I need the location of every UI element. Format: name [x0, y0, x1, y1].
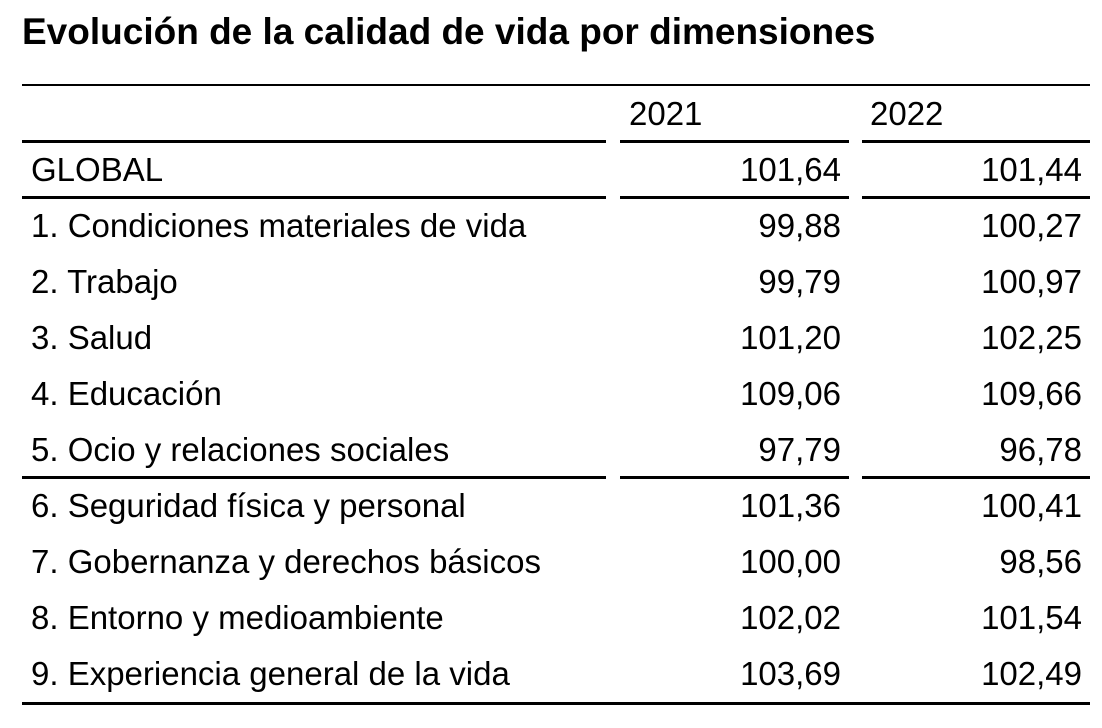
header-year-2021: 2021 [629, 95, 703, 132]
table-row: 7. Gobernanza y derechos básicos 100,00 … [22, 534, 1090, 590]
table-row: 9. Experiencia general de la vida 103,69… [22, 646, 1090, 702]
table-row: 4. Educación 109,06 109,66 [22, 366, 1090, 422]
value-2021: 101,20 [740, 319, 841, 356]
value-2021: 102,02 [740, 599, 841, 636]
row-label: 2. Trabajo [31, 263, 178, 300]
value-2022: 102,49 [981, 655, 1082, 692]
value-2022: 100,97 [981, 263, 1082, 300]
value-2022: 102,25 [981, 319, 1082, 356]
value-2022: 101,54 [981, 599, 1082, 636]
row-label: 5. Ocio y relaciones sociales [31, 431, 450, 468]
row-label: 1. Condiciones materiales de vida [31, 207, 527, 244]
value-2021: 99,79 [758, 263, 841, 300]
value-2022: 96,78 [999, 431, 1082, 468]
table-row: 2. Trabajo 99,79 100,97 [22, 254, 1090, 310]
row-label: 4. Educación [31, 375, 222, 412]
header-rule [620, 140, 849, 143]
value-2022: 98,56 [999, 543, 1082, 580]
row-rule [862, 196, 1090, 199]
table-row: 1. Condiciones materiales de vida 99,88 … [22, 198, 1090, 254]
row-rule [862, 476, 1090, 479]
row-rule [620, 196, 849, 199]
table-header-row: 2021 2022 [22, 86, 1090, 143]
data-table: 2021 2022 GLOBAL 101,64 101,44 1. Condic… [22, 84, 1090, 705]
value-2022: 109,66 [981, 375, 1082, 412]
value-2021: 97,79 [758, 431, 841, 468]
value-2021: 101,64 [740, 151, 841, 188]
row-label: GLOBAL [31, 151, 164, 188]
value-2021: 103,69 [740, 655, 841, 692]
value-2021: 100,00 [740, 543, 841, 580]
table-row: 5. Ocio y relaciones sociales 97,79 96,7… [22, 422, 1090, 479]
table-row: 6. Seguridad física y personal 101,36 10… [22, 478, 1090, 534]
value-2021: 101,36 [740, 487, 841, 524]
table-row-global: GLOBAL 101,64 101,44 [22, 142, 1090, 199]
header-rule [862, 140, 1090, 143]
value-2022: 101,44 [981, 151, 1082, 188]
value-2022: 100,41 [981, 487, 1082, 524]
table-row: 8. Entorno y medioambiente 102,02 101,54 [22, 590, 1090, 646]
table-top-rule [22, 84, 1090, 86]
row-rule [22, 196, 606, 199]
header-rule [22, 140, 606, 143]
value-2021: 109,06 [740, 375, 841, 412]
row-label: 8. Entorno y medioambiente [31, 599, 444, 636]
header-year-2022: 2022 [870, 95, 944, 132]
page-title: Evolución de la calidad de vida por dime… [22, 11, 876, 52]
row-label: 6. Seguridad física y personal [31, 487, 466, 524]
row-label: 3. Salud [31, 319, 153, 356]
row-label: 9. Experiencia general de la vida [31, 655, 510, 692]
value-2022: 100,27 [981, 207, 1082, 244]
row-rule [620, 476, 849, 479]
table-bottom-rule [22, 702, 1090, 705]
row-label: 7. Gobernanza y derechos básicos [31, 543, 541, 580]
value-2021: 99,88 [758, 207, 841, 244]
row-rule [22, 476, 606, 479]
table-row: 3. Salud 101,20 102,25 [22, 310, 1090, 366]
